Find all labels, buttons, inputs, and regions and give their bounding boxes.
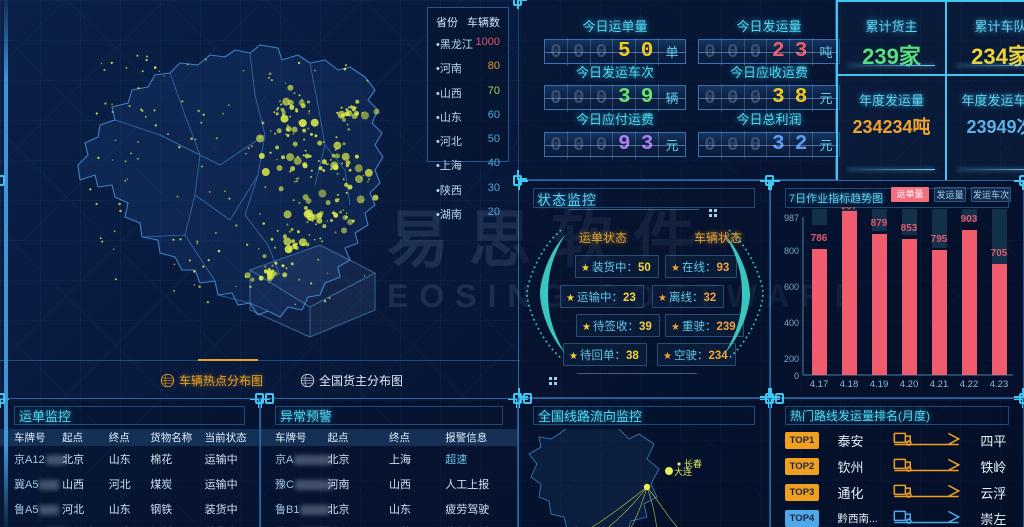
- svg-text:705: 705: [991, 248, 1008, 259]
- svg-text:786: 786: [811, 233, 828, 244]
- svg-text:795: 795: [931, 234, 948, 245]
- svg-text:200: 200: [784, 354, 799, 364]
- svg-text:987: 987: [841, 207, 858, 212]
- svg-text:4.17: 4.17: [810, 379, 829, 390]
- svg-text:903: 903: [961, 214, 978, 225]
- svg-text:0: 0: [794, 371, 799, 381]
- svg-text:4.21: 4.21: [930, 379, 949, 390]
- svg-text:4.18: 4.18: [840, 379, 859, 390]
- svg-text:大连: 大连: [674, 466, 692, 477]
- svg-text:4.22: 4.22: [960, 379, 979, 390]
- svg-text:800: 800: [784, 246, 799, 256]
- svg-text:4.20: 4.20: [900, 379, 919, 390]
- svg-text:879: 879: [871, 218, 888, 229]
- svg-text:853: 853: [901, 223, 918, 234]
- svg-text:600: 600: [784, 282, 799, 292]
- svg-text:4.23: 4.23: [990, 379, 1009, 390]
- svg-text:4.19: 4.19: [870, 379, 889, 390]
- svg-text:400: 400: [784, 318, 799, 328]
- svg-text:987: 987: [784, 213, 799, 223]
